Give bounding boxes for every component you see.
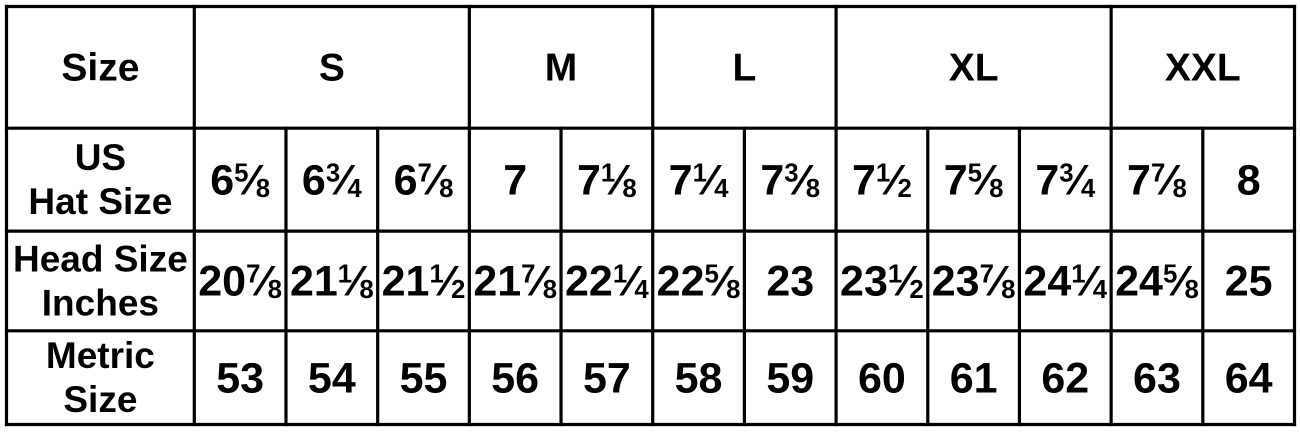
- svg-text:Head Size: Head Size: [13, 239, 188, 280]
- svg-text:55: 55: [400, 354, 448, 402]
- svg-text:53: 53: [216, 354, 264, 402]
- svg-text:US: US: [75, 137, 126, 178]
- svg-text:L: L: [732, 47, 756, 90]
- svg-text:S: S: [319, 47, 345, 90]
- svg-text:59: 59: [766, 354, 814, 402]
- svg-text:57: 57: [583, 354, 631, 402]
- svg-text:Hat Size: Hat Size: [28, 181, 172, 222]
- svg-text:25: 25: [1225, 258, 1273, 306]
- svg-text:58: 58: [675, 354, 723, 402]
- svg-text:54: 54: [308, 354, 356, 402]
- svg-text:64: 64: [1225, 354, 1273, 402]
- svg-text:23: 23: [766, 258, 814, 306]
- svg-text:XL: XL: [949, 47, 999, 90]
- svg-text:63: 63: [1133, 354, 1181, 402]
- svg-text:62: 62: [1041, 354, 1089, 402]
- svg-text:XXL: XXL: [1165, 47, 1241, 90]
- svg-text:60: 60: [858, 354, 906, 402]
- svg-text:8: 8: [1237, 156, 1261, 204]
- svg-text:7: 7: [503, 156, 527, 204]
- svg-text:56: 56: [491, 354, 539, 402]
- svg-text:M: M: [545, 47, 578, 90]
- svg-text:Inches: Inches: [42, 283, 159, 324]
- svg-text:61: 61: [950, 354, 998, 402]
- svg-text:Metric: Metric: [46, 335, 155, 376]
- svg-text:Size: Size: [63, 379, 137, 420]
- svg-text:Size: Size: [61, 47, 139, 90]
